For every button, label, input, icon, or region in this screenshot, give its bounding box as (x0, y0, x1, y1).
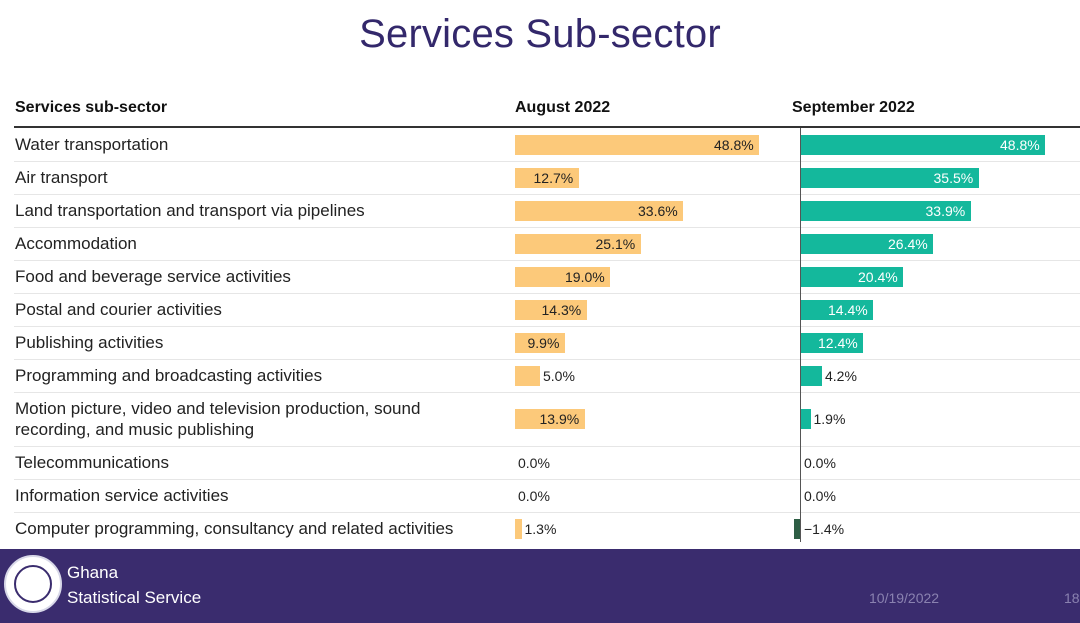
september-axis-line (800, 128, 801, 542)
september-bar (801, 366, 822, 386)
august-bar (515, 409, 585, 429)
slide-date: 10/19/2022 (869, 590, 940, 606)
august-bar (515, 168, 579, 188)
august-value-label: 1.3% (524, 521, 557, 537)
september-value-label: −1.4% (804, 521, 845, 537)
september-value-label: 20.4% (858, 269, 898, 285)
category-label: Programming and broadcasting activities (15, 366, 323, 385)
header-rule (14, 126, 1080, 128)
row-divider (14, 260, 1080, 261)
september-value-label: 26.4% (888, 236, 928, 252)
row-divider (14, 512, 1080, 513)
august-bar (515, 519, 522, 539)
august-bar (515, 333, 565, 353)
ghana-statistical-service-logo (4, 555, 62, 613)
logo-emblem-icon (14, 565, 52, 603)
category-label: Publishing activities (15, 333, 164, 352)
september-bar (801, 333, 863, 353)
category-label: Air transport (15, 168, 108, 187)
category-label: Telecommunications (15, 453, 170, 472)
september-value-label: 0.0% (804, 455, 836, 471)
august-value-label: 33.6% (638, 203, 678, 219)
august-bar (515, 267, 610, 287)
august-bar (515, 135, 759, 155)
august-value-label: 14.3% (541, 302, 582, 318)
header-august: August 2022 (515, 99, 611, 116)
september-bar (801, 135, 1045, 155)
row-divider (14, 194, 1080, 195)
september-value-label: 0.0% (804, 488, 836, 504)
september-bar (794, 519, 801, 539)
september-bar (801, 267, 903, 287)
september-bar (801, 234, 933, 254)
row-divider (14, 227, 1080, 228)
september-value-label: 1.9% (813, 411, 846, 427)
row-divider (14, 392, 1080, 393)
august-value-label: 19.0% (565, 269, 605, 285)
september-value-label: 12.4% (818, 335, 858, 351)
row-divider (14, 479, 1080, 480)
row-divider (14, 359, 1080, 360)
august-value-label: 13.9% (539, 411, 580, 427)
org-name-line1: Ghana (67, 563, 119, 582)
august-bar (515, 300, 587, 320)
september-bar (801, 168, 979, 188)
category-label: Motion picture, video and television pro… (15, 399, 421, 439)
august-value-label: 48.8% (714, 137, 754, 153)
category-label: Land transportation and transport via pi… (15, 201, 365, 220)
category-label: Food and beverage service activities (15, 267, 291, 286)
category-label: Accommodation (15, 234, 137, 253)
row-divider (14, 446, 1080, 447)
page-title: Services Sub-sector (359, 12, 721, 56)
category-label: Water transportation (15, 135, 169, 154)
august-value-label: 0.0% (518, 455, 550, 471)
september-value-label: 33.9% (925, 203, 966, 219)
september-value-label: 48.8% (1000, 137, 1040, 153)
category-label: Postal and courier activities (15, 300, 222, 319)
august-value-label: 12.7% (533, 170, 574, 186)
september-value-label: 4.2% (825, 368, 857, 384)
august-bar (515, 366, 540, 386)
header-september: September 2022 (792, 99, 915, 116)
september-value-label: 14.4% (828, 302, 868, 318)
category-label: Information service activities (15, 486, 229, 505)
org-name-line2: Statistical Service (67, 588, 202, 607)
september-bar (801, 300, 873, 320)
september-bar (801, 201, 971, 221)
footer-bar: Ghana Statistical Service 10/19/2022 18 (0, 549, 1080, 623)
august-value-label: 5.0% (543, 368, 575, 384)
august-value-label: 0.0% (518, 488, 550, 504)
category-label: Computer programming, consultancy and re… (15, 519, 454, 538)
slide-number: 18 (1064, 590, 1080, 606)
row-divider (14, 326, 1080, 327)
row-divider (14, 293, 1080, 294)
august-bar (515, 234, 641, 254)
row-divider (14, 161, 1080, 162)
august-value-label: 9.9% (527, 335, 560, 351)
september-value-label: 35.5% (933, 170, 974, 186)
august-bar (515, 201, 683, 221)
august-value-label: 25.1% (595, 236, 636, 252)
september-bar (801, 409, 811, 429)
header-category: Services sub-sector (15, 99, 168, 116)
